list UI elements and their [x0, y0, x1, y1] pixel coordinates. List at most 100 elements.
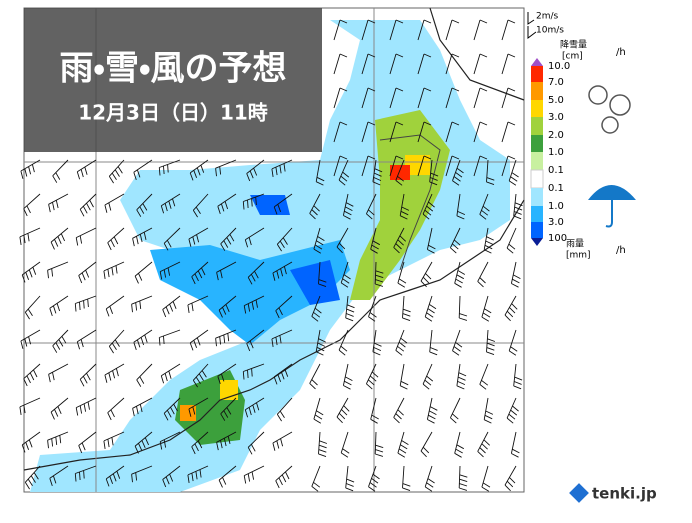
wind-barb: [513, 193, 523, 220]
wind-barb: [504, 295, 518, 322]
wind-barb: [510, 431, 520, 458]
wind-barb: [78, 261, 97, 284]
wind-barb: [506, 227, 517, 254]
wind-barb: [340, 261, 351, 288]
wind-barb: [424, 295, 437, 322]
wind-barb: [445, 19, 460, 41]
wind-barb: [429, 329, 438, 356]
colorbar-label: 3.0: [548, 217, 564, 228]
wind-barb: [20, 329, 41, 349]
wind-barb: [426, 227, 436, 254]
wind-barb: [244, 397, 265, 418]
wind-barb: [158, 329, 181, 346]
wind-barb: [340, 431, 350, 458]
wind-barb: [345, 295, 355, 322]
wind-barb: [273, 363, 293, 385]
wind-barb: [311, 465, 321, 492]
wind-barb: [361, 121, 376, 143]
wind-barb: [133, 329, 153, 351]
brand: tenki.jp: [569, 483, 657, 503]
colorbar-label: 2.0: [548, 130, 564, 141]
wind-barb: [417, 87, 432, 109]
wind-barb: [315, 159, 325, 186]
colorbar-segment: [531, 117, 543, 135]
wind-barb: [271, 159, 293, 177]
snow-label: 降雪量: [560, 39, 587, 51]
wind-barb: [417, 53, 432, 75]
wind-barb: [217, 363, 237, 385]
wind-barb: [397, 261, 407, 288]
colorbar-segment: [531, 222, 543, 238]
wind-barb: [454, 261, 466, 288]
wind-barb: [191, 431, 209, 455]
wind-barb: [342, 193, 354, 220]
wind-barb: [52, 329, 69, 353]
wind-barb: [79, 363, 97, 387]
wind-barb: [136, 193, 153, 217]
rain-heavy: [250, 195, 340, 305]
wind-barb: [389, 53, 404, 75]
wind-barb: [215, 329, 237, 347]
wind-barb: [76, 159, 97, 180]
wind-barb: [445, 155, 460, 177]
wind-barb: [192, 193, 209, 218]
wind-barb: [163, 227, 181, 251]
wind-barb: [338, 329, 349, 356]
snow-icon: [588, 85, 631, 134]
rain-per: /h: [616, 245, 626, 256]
wind-barb: [333, 53, 348, 75]
title: 雨・雪・風の予想: [59, 49, 286, 89]
datetime: 12月3日（日）11時: [78, 101, 268, 125]
colorbar-segment: [531, 152, 543, 170]
wind-barb: [103, 261, 125, 279]
wind-barb: [108, 329, 125, 354]
wind-barb: [47, 431, 69, 449]
wind-barb: [318, 431, 328, 458]
wind-barb: [74, 295, 97, 312]
wind-barb: [162, 295, 181, 318]
wind-barb: [313, 227, 325, 254]
colorbar-segment: [531, 188, 543, 206]
colorbar-label: 1.0: [548, 201, 564, 212]
wind-barb: [449, 397, 461, 424]
wind-barb: [188, 227, 209, 247]
wind-barb: [19, 227, 41, 245]
wind-barb: [247, 431, 265, 455]
wind-barb: [395, 159, 405, 186]
colorbar-label: 0.1: [548, 183, 564, 194]
wind-barb: [368, 465, 380, 492]
wind-barb: [243, 295, 265, 314]
colorbar-label: 100: [548, 233, 567, 244]
rain-label: 雨量: [566, 239, 584, 250]
wind-barb: [24, 465, 41, 490]
wind-barb: [481, 465, 491, 492]
wind-barb: [372, 329, 382, 356]
wind-barb: [23, 363, 41, 387]
wind-barb: [273, 193, 293, 215]
wind-barb: [361, 155, 376, 177]
wind-barb: [159, 431, 181, 450]
wind-barb: [318, 261, 327, 288]
wind-barb: [399, 193, 410, 220]
wind-barb: [104, 363, 125, 383]
wind-barb: [215, 159, 237, 177]
wind-barb: [452, 329, 463, 356]
wind-barb: [242, 363, 265, 380]
wind-barb: [420, 431, 433, 458]
wind-barb: [74, 465, 97, 482]
coastline: [23, 7, 525, 471]
wind-barb: [452, 159, 464, 186]
snow-very-heavy: [390, 165, 410, 180]
wind-barb: [160, 193, 181, 214]
wind-barb: [272, 431, 293, 451]
colorbar-segment: [530, 169, 544, 189]
wind-barb: [78, 431, 97, 454]
wind-barb: [501, 19, 516, 41]
wind-barb: [365, 363, 379, 390]
colorbar-segment: [531, 66, 543, 82]
title-box: [24, 8, 322, 152]
wind-barb: [508, 159, 519, 186]
wind-barb: [50, 397, 69, 420]
wind-barb: [132, 397, 153, 417]
